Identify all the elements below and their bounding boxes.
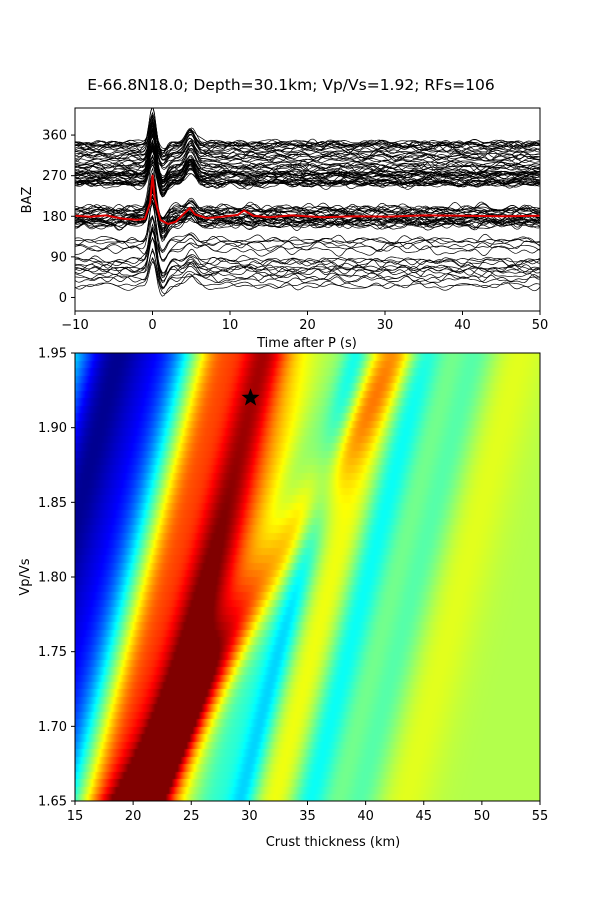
rf-trace xyxy=(75,223,540,278)
hk-y-axis: 1.65 1.70 1.75 1.80 1.85 1.90 1.95 xyxy=(38,347,75,810)
rf-trace xyxy=(75,119,540,182)
rf-y-tick-label: 90 xyxy=(50,250,67,265)
hk-x-tick-label: 40 xyxy=(357,809,374,824)
hk-x-axis-label: Crust thickness (km) xyxy=(266,835,401,850)
rf-trace xyxy=(75,250,540,288)
rf-trace xyxy=(75,121,540,179)
hk-x-tick-label: 55 xyxy=(532,809,549,824)
hk-heatmap xyxy=(75,353,540,801)
rf-trace xyxy=(75,186,540,239)
hk-x-tick-label: 30 xyxy=(241,809,258,824)
figure-title: E-66.8N18.0; Depth=30.1km; Vp/Vs=1.92; R… xyxy=(87,76,494,94)
rf-y-tick-label: 0 xyxy=(59,291,67,306)
rf-x-tick-label: 50 xyxy=(532,318,549,333)
rf-trace xyxy=(75,201,540,251)
hk-x-tick-label: 20 xyxy=(125,809,142,824)
hk-x-tick-label: 15 xyxy=(67,809,84,824)
rf-trace xyxy=(75,124,540,167)
hk-x-tick-label: 45 xyxy=(415,809,432,824)
rf-trace xyxy=(75,188,540,221)
hk-y-tick-label: 1.65 xyxy=(38,795,67,810)
rf-x-tick-label: 40 xyxy=(454,318,471,333)
rf-trace xyxy=(75,260,540,295)
hk-y-tick-label: 1.70 xyxy=(38,720,67,735)
rf-trace xyxy=(75,189,540,240)
rf-x-axis-label: Time after P (s) xyxy=(256,336,357,351)
hk-x-tick-label: 50 xyxy=(474,809,491,824)
rf-trace xyxy=(75,236,540,277)
rf-trace xyxy=(75,118,540,160)
rf-trace xyxy=(75,167,540,227)
rf-trace xyxy=(75,197,540,231)
rf-trace xyxy=(75,146,540,193)
hk-y-tick-label: 1.85 xyxy=(38,496,67,511)
rf-trace xyxy=(75,247,540,290)
receiver-function-panel: −10 0 10 20 30 40 50 0 90 180 270 360 Time after P… xyxy=(20,107,548,351)
rf-stack-trace xyxy=(75,174,540,225)
best-fit-star-marker xyxy=(241,388,260,406)
rf-trace xyxy=(75,147,540,191)
rf-x-tick-label: 30 xyxy=(377,318,394,333)
rf-trace xyxy=(75,108,540,157)
rf-trace xyxy=(75,108,540,154)
rf-y-axis: 0 90 180 270 360 xyxy=(42,129,75,306)
rf-trace xyxy=(75,135,540,169)
hk-x-tick-label: 25 xyxy=(183,809,200,824)
rf-trace xyxy=(75,114,540,154)
rf-y-tick-label: 360 xyxy=(42,129,67,144)
rf-traces xyxy=(75,108,540,297)
hk-x-axis: 15 20 25 30 35 40 45 50 55 xyxy=(67,801,549,824)
rf-y-tick-label: 270 xyxy=(42,169,67,184)
rf-trace xyxy=(75,229,540,261)
rf-y-tick-label: 180 xyxy=(42,210,67,225)
hk-x-tick-label: 35 xyxy=(299,809,316,824)
rf-x-tick-label: 0 xyxy=(148,318,156,333)
rf-x-axis: −10 0 10 20 30 40 50 xyxy=(61,311,548,333)
rf-trace xyxy=(75,256,540,289)
hk-y-axis-label: Vp/Vs xyxy=(18,558,33,595)
rf-x-tick-label: −10 xyxy=(61,318,88,333)
rf-trace xyxy=(75,160,540,223)
rf-trace xyxy=(75,215,540,252)
hk-y-tick-label: 1.95 xyxy=(38,347,67,362)
rf-trace xyxy=(75,113,540,158)
hk-y-tick-label: 1.80 xyxy=(38,571,67,586)
rf-trace xyxy=(75,128,540,196)
rf-x-tick-label: 20 xyxy=(299,318,316,333)
rf-trace xyxy=(75,121,540,154)
rf-trace xyxy=(75,194,540,239)
hk-stacking-panel: 15 20 25 30 35 40 45 50 55 1.651.701.751.801.851… xyxy=(18,347,548,851)
rf-trace xyxy=(75,130,540,161)
rf-trace xyxy=(75,226,540,274)
rf-x-tick-label: 10 xyxy=(222,318,239,333)
rf-trace xyxy=(75,139,540,197)
hk-y-tick-label: 1.75 xyxy=(38,645,67,660)
rf-y-axis-label: BAZ xyxy=(20,187,35,214)
rf-trace xyxy=(75,111,540,154)
best-fit-star xyxy=(241,388,260,406)
rf-trace xyxy=(75,217,540,276)
hk-y-tick-label: 1.90 xyxy=(38,421,67,436)
rf-trace xyxy=(75,133,540,183)
